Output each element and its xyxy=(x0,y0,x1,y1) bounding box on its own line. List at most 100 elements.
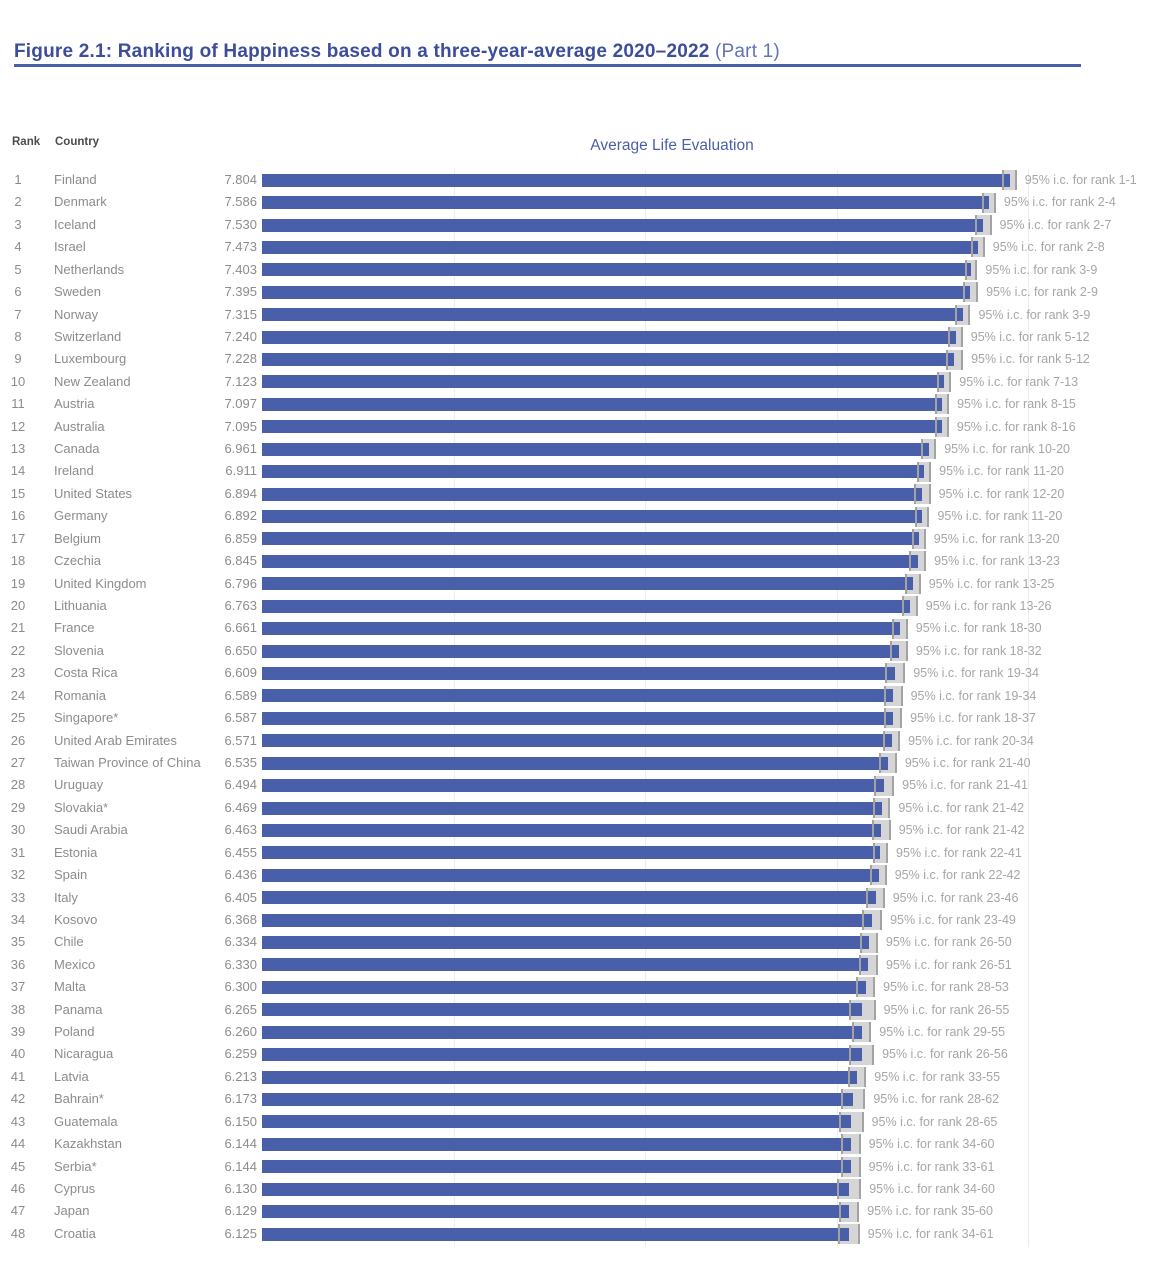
life-evaluation-bar xyxy=(262,846,881,860)
ci-label: 95% i.c. for rank 11-20 xyxy=(937,509,1063,524)
value-cell: 6.763 xyxy=(224,598,257,614)
value-cell: 7.530 xyxy=(224,216,257,232)
country-cell: Panama xyxy=(54,1001,103,1017)
table-row: 20 Lithuania 6.763 95% i.c. for rank 13-… xyxy=(0,595,1158,617)
table-row: 33 Italy 6.405 95% i.c. for rank 23-46 xyxy=(0,887,1158,909)
life-evaluation-bar xyxy=(262,711,894,725)
ci-lower-whisker xyxy=(905,573,908,594)
ci-upper-whisker xyxy=(968,304,971,325)
rank-cell: 19 xyxy=(10,575,26,591)
table-row: 8 Switzerland 7.240 95% i.c. for rank 5-… xyxy=(0,326,1158,348)
ci-lower-whisker xyxy=(902,596,905,617)
ci-label: 95% i.c. for rank 26-50 xyxy=(885,935,1012,950)
life-evaluation-bar xyxy=(262,801,882,815)
life-evaluation-bar xyxy=(262,487,923,501)
ci-label: 95% i.c. for rank 10-20 xyxy=(944,442,1070,457)
life-evaluation-bar xyxy=(262,980,866,994)
table-row: 39 Poland 6.260 95% i.c. for rank 29-55 xyxy=(0,1021,1158,1043)
rank-cell: 23 xyxy=(10,665,26,681)
ci-label: 95% i.c. for rank 23-49 xyxy=(890,912,1016,927)
ci-label: 95% i.c. for rank 33-55 xyxy=(874,1069,1001,1084)
value-cell: 6.609 xyxy=(224,665,257,681)
chart-rows: 1 Finland 7.804 95% i.c. for rank 1-1 2 … xyxy=(0,169,1158,1245)
country-cell: Belgium xyxy=(54,530,101,546)
rank-cell: 18 xyxy=(10,553,26,569)
figure-title: Figure 2.1: Ranking of Happiness based o… xyxy=(14,41,780,63)
ci-label: 95% i.c. for rank 13-23 xyxy=(934,554,1060,569)
rank-cell: 12 xyxy=(10,418,26,434)
table-row: 1 Finland 7.804 95% i.c. for rank 1-1 xyxy=(0,169,1158,191)
column-header-rank: Rank xyxy=(12,136,41,148)
country-cell: Kosovo xyxy=(54,911,98,927)
rank-cell: 43 xyxy=(10,1113,26,1129)
ci-label: 95% i.c. for rank 3-9 xyxy=(985,262,1098,277)
life-evaluation-bar xyxy=(262,779,885,793)
ci-label: 95% i.c. for rank 22-42 xyxy=(894,868,1021,883)
ci-label: 95% i.c. for rank 18-30 xyxy=(915,621,1042,636)
value-cell: 6.436 xyxy=(224,867,257,883)
country-cell: Luxembourg xyxy=(54,351,127,367)
table-row: 42 Bahrain* 6.173 95% i.c. for rank 28-6… xyxy=(0,1088,1158,1110)
life-evaluation-bar xyxy=(262,308,963,322)
table-row: 15 United States 6.894 95% i.c. for rank… xyxy=(0,483,1158,505)
ci-upper-whisker xyxy=(928,484,931,505)
value-cell: 7.403 xyxy=(224,261,257,277)
value-cell: 6.589 xyxy=(224,687,257,703)
ci-label: 95% i.c. for rank 19-34 xyxy=(913,666,1039,681)
ci-upper-whisker xyxy=(924,551,927,572)
rank-cell: 47 xyxy=(10,1203,26,1219)
value-cell: 6.911 xyxy=(225,463,257,479)
ci-lower-whisker xyxy=(841,1089,844,1110)
ci-label: 95% i.c. for rank 23-46 xyxy=(892,890,1019,905)
ci-lower-whisker xyxy=(858,954,861,975)
ci-lower-whisker xyxy=(840,1134,843,1155)
value-cell: 6.144 xyxy=(224,1136,257,1152)
rank-cell: 11 xyxy=(11,396,25,412)
country-cell: Cyprus xyxy=(54,1180,96,1196)
life-evaluation-bar xyxy=(262,689,894,703)
value-cell: 6.571 xyxy=(224,732,257,748)
rank-cell: 30 xyxy=(10,822,26,838)
country-cell: Finland xyxy=(54,172,97,187)
ci-lower-whisker xyxy=(934,394,937,415)
value-cell: 6.894 xyxy=(224,485,257,501)
ci-upper-whisker xyxy=(898,730,901,751)
ci-label: 95% i.c. for rank 20-34 xyxy=(908,733,1034,748)
life-evaluation-bar xyxy=(262,554,918,568)
ci-label: 95% i.c. for rank 21-40 xyxy=(904,755,1031,770)
life-evaluation-bar xyxy=(262,1205,850,1219)
life-evaluation-bar xyxy=(262,1115,852,1129)
life-evaluation-bar xyxy=(262,420,942,434)
country-cell: Spain xyxy=(54,867,88,883)
country-cell: Chile xyxy=(54,934,84,950)
country-cell: Saudi Arabia xyxy=(54,822,128,838)
table-row: 23 Costa Rica 6.609 95% i.c. for rank 19… xyxy=(0,662,1158,684)
ci-label: 95% i.c. for rank 11-20 xyxy=(939,464,1064,479)
table-row: 48 Croatia 6.125 95% i.c. for rank 34-61 xyxy=(0,1223,1158,1245)
rank-cell: 21 xyxy=(10,620,26,636)
table-row: 36 Mexico 6.330 95% i.c. for rank 26-51 xyxy=(0,954,1158,976)
ci-lower-whisker xyxy=(909,551,912,572)
ci-lower-whisker xyxy=(937,371,940,392)
ci-upper-whisker xyxy=(861,1111,864,1132)
ci-lower-whisker xyxy=(837,1224,840,1245)
country-cell: Romania xyxy=(54,687,107,703)
ci-label: 95% i.c. for rank 2-4 xyxy=(1003,195,1116,210)
figure-title-part-label: (Part 1) xyxy=(715,40,780,62)
title-underline-rule xyxy=(14,64,1081,67)
figure-title-main: Figure 2.1: Ranking of Happiness based o… xyxy=(14,40,710,62)
table-row: 25 Singapore* 6.587 95% i.c. for rank 18… xyxy=(0,707,1158,729)
rank-cell: 31 xyxy=(10,844,26,860)
value-cell: 6.260 xyxy=(224,1024,257,1040)
value-cell: 7.123 xyxy=(224,373,257,389)
ci-label: 95% i.c. for rank 18-37 xyxy=(910,711,1036,726)
life-evaluation-bar xyxy=(262,936,869,950)
life-evaluation-bar xyxy=(262,1137,851,1151)
ci-lower-whisker xyxy=(921,439,924,460)
ci-lower-whisker xyxy=(975,215,978,236)
ci-upper-whisker xyxy=(960,327,963,348)
rank-cell: 22 xyxy=(10,642,26,658)
value-cell: 6.650 xyxy=(224,642,257,658)
table-row: 22 Slovenia 6.650 95% i.c. for rank 18-3… xyxy=(0,640,1158,662)
country-cell: Germany xyxy=(54,508,108,524)
